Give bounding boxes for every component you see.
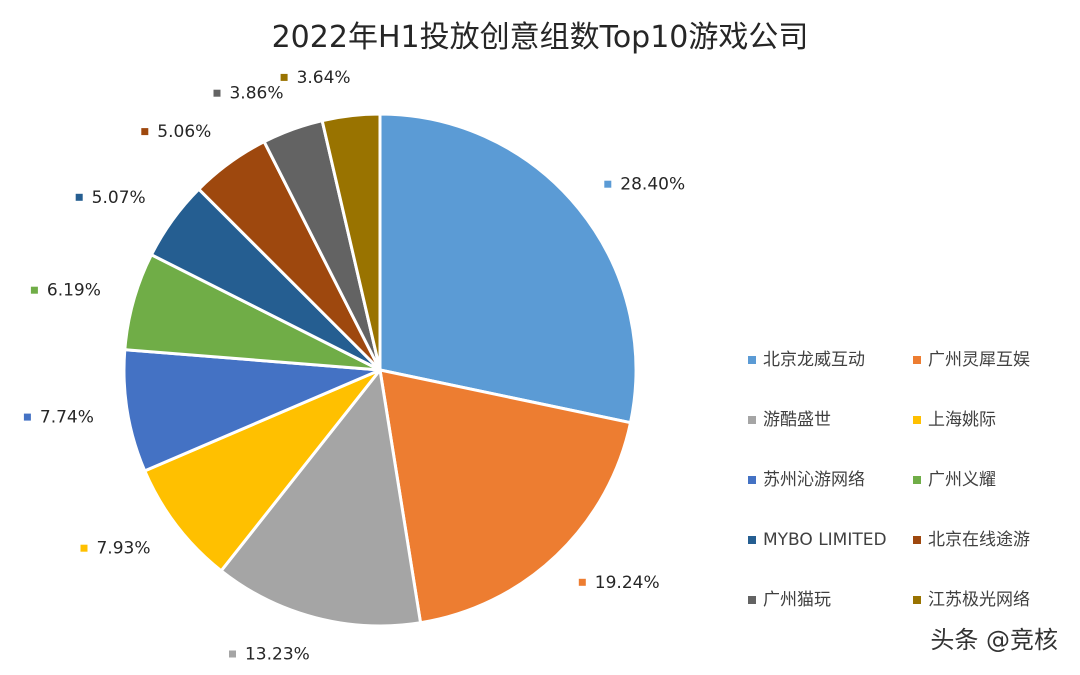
data-label: 3.64% xyxy=(280,68,351,88)
data-label: 3.86% xyxy=(213,84,284,104)
legend-label: 北京龙威互动 xyxy=(763,350,865,370)
data-label: 13.23% xyxy=(229,645,310,665)
data-label-text: 7.74% xyxy=(40,408,94,428)
pie-slices xyxy=(122,112,638,628)
legend-label: 广州义耀 xyxy=(928,470,996,490)
data-label: 28.40% xyxy=(604,175,685,195)
data-label-marker xyxy=(229,650,236,658)
data-label-text: 5.07% xyxy=(92,188,146,208)
data-label: 19.24% xyxy=(578,573,660,593)
data-label-marker xyxy=(604,180,612,188)
legend-label: MYBO LIMITED xyxy=(763,530,887,550)
legend-swatch xyxy=(913,536,921,544)
legend-item: 游酷盛世 xyxy=(748,410,831,430)
data-label-text: 5.06% xyxy=(157,122,211,142)
watermark: 头条 @竞核 xyxy=(930,626,1058,654)
chart-title: 2022年H1投放创意组数Top10游戏公司 xyxy=(271,20,809,55)
legend-label: 苏州沁游网络 xyxy=(763,470,865,490)
legend-item: 北京龙威互动 xyxy=(748,350,865,370)
pie-slice xyxy=(142,368,382,573)
data-label: 5.06% xyxy=(141,122,211,142)
legend-swatch xyxy=(748,356,756,364)
data-label-marker xyxy=(23,413,31,421)
data-label: 7.93% xyxy=(80,539,151,559)
pie-slice xyxy=(219,366,423,628)
pie-slice xyxy=(320,112,382,371)
data-label-text: 13.23% xyxy=(245,645,310,665)
legend-swatch xyxy=(748,416,756,424)
data-label-marker xyxy=(30,286,38,294)
data-label-marker xyxy=(213,89,221,97)
legend-swatch xyxy=(913,416,921,424)
legend-item: 北京在线途游 xyxy=(913,530,1030,550)
data-label-text: 7.93% xyxy=(96,539,150,559)
legend-label: 北京在线途游 xyxy=(928,530,1030,550)
legend-item: 广州义耀 xyxy=(913,470,996,490)
legend-item: 广州灵犀互娱 xyxy=(913,350,1030,370)
data-labels: 28.40% 19.24% 13.23% 7.93% 7.74% 6.19% 5.07% 5.… xyxy=(23,68,685,665)
legend-item: 广州猫玩 xyxy=(748,590,831,610)
pie-slice xyxy=(378,112,638,425)
data-label: 5.07% xyxy=(75,188,146,208)
legend-swatch xyxy=(748,536,756,544)
legend-swatch xyxy=(913,356,921,364)
legend-label: 上海姚际 xyxy=(928,410,996,430)
pie-slice xyxy=(378,368,633,625)
pie-slice xyxy=(122,348,381,473)
legend-swatch xyxy=(748,476,756,484)
legend-item: MYBO LIMITED xyxy=(748,530,887,550)
legend-label: 游酷盛世 xyxy=(763,410,831,430)
data-label-text: 3.64% xyxy=(297,68,351,88)
legend-swatch xyxy=(748,596,756,604)
data-label-marker xyxy=(80,544,88,552)
legend-swatch xyxy=(913,476,921,484)
legend-item: 江苏极光网络 xyxy=(913,590,1030,610)
data-label-marker xyxy=(280,73,288,81)
legend-label: 广州猫玩 xyxy=(763,590,831,610)
legend-label: 广州灵犀互娱 xyxy=(928,350,1030,370)
data-label-marker xyxy=(578,578,586,586)
legend-label: 江苏极光网络 xyxy=(928,590,1030,610)
data-label-text: 3.86% xyxy=(229,84,283,104)
legend-swatch xyxy=(913,596,921,604)
legend-item: 上海姚际 xyxy=(913,410,996,430)
data-label: 7.74% xyxy=(23,408,94,428)
data-label-marker xyxy=(75,193,83,201)
data-label-text: 28.40% xyxy=(620,175,685,195)
data-label-marker xyxy=(141,128,149,136)
data-label-text: 19.24% xyxy=(595,573,660,593)
data-label: 6.19% xyxy=(30,281,101,301)
legend-item: 苏州沁游网络 xyxy=(748,470,865,490)
data-label-text: 6.19% xyxy=(47,281,101,301)
